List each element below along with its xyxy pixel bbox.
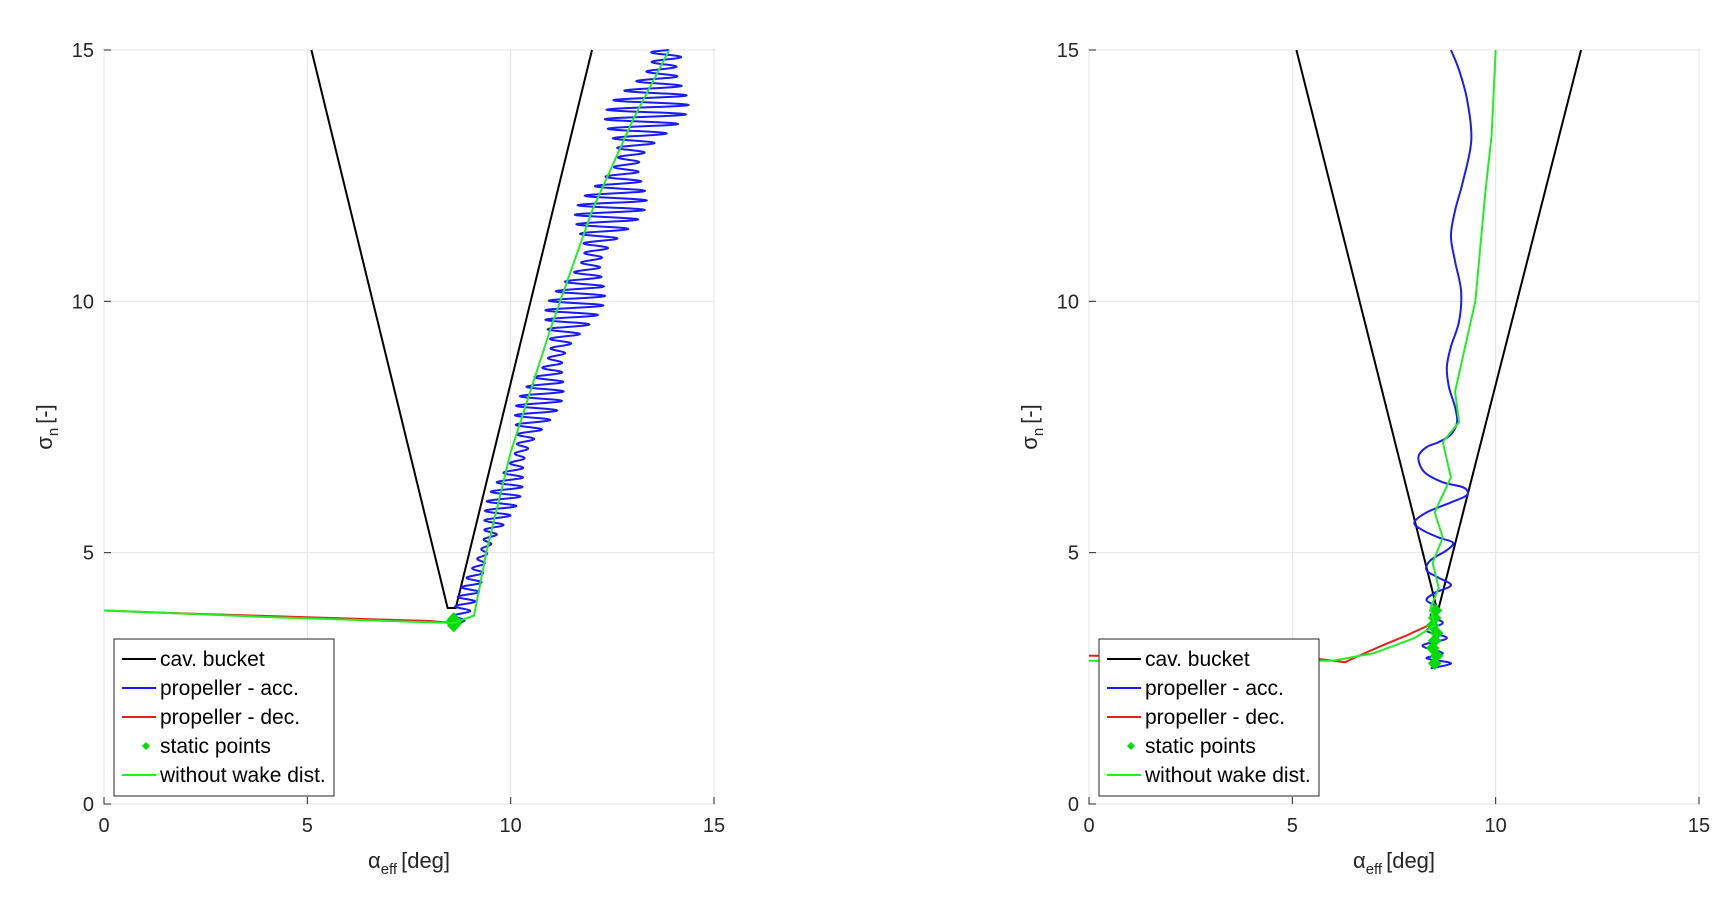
right-y-tick-label: 10 [1057,291,1079,313]
right-x-tick-label: 5 [1287,815,1298,837]
left-x-axis-label: αeff [deg] [368,848,450,878]
right-legend-label: propeller - dec. [1145,706,1285,729]
left-x-tick-label: 5 [302,815,313,837]
left-ticks: 0 5 10 15 0 5 10 15 [72,40,725,837]
left-x-tick-label: 10 [500,815,522,837]
right-legend: cav. bucket propeller - acc. propeller - d… [1098,638,1320,797]
right-grid [1088,49,1700,805]
right-series-without-wake-dist [1089,49,1497,662]
left-legend-label: propeller - acc. [160,677,299,700]
right-static-point [1427,656,1442,670]
left-x-tick-label: 15 [703,815,725,837]
left-legend-label: static points [160,735,271,758]
right-legend-label: propeller - acc. [1145,677,1284,700]
right-x-tick-label: 0 [1083,815,1094,837]
left-chart-panel: 0 5 10 15 0 5 10 15 αeff [deg] σn[-] cav. bucket… [32,40,725,878]
right-legend-marker [1127,742,1135,750]
right-y-axis-label: σn[-] [1017,404,1047,449]
left-series-layer [103,49,690,633]
right-ticks: 0 5 10 15 0 5 10 15 [1057,40,1710,837]
left-y-tick-label: 0 [83,794,94,816]
left-series-without-wake-dist [103,49,671,625]
left-y-axis-label: σn[-] [32,404,62,449]
right-legend-label: static points [1145,735,1256,758]
right-static-point [1427,633,1442,648]
left-y-tick-label: 15 [72,40,94,62]
right-y-tick-label: 5 [1068,543,1079,565]
left-y-tick-label: 5 [83,543,94,565]
right-chart-panel: 0 5 10 15 0 5 10 15 αeff [deg] σn[-] cav. bucket… [1017,40,1710,878]
right-y-tick-label: 15 [1057,40,1079,62]
left-legend-label: without wake dist. [159,764,326,787]
left-legend: cav. bucket propeller - acc. propeller - d… [113,638,335,797]
right-x-tick-label: 15 [1688,815,1710,837]
right-legend-label: cav. bucket [1145,648,1250,671]
right-y-tick-label: 0 [1068,794,1079,816]
left-x-tick-label: 0 [98,815,109,837]
left-series-cav-bucket [310,49,593,609]
left-legend-marker [142,742,150,750]
right-legend-label: without wake dist. [1144,764,1311,787]
left-legend-label: propeller - dec. [160,706,300,729]
right-x-tick-label: 10 [1485,815,1507,837]
right-x-axis-label: αeff [deg] [1353,848,1435,878]
left-y-tick-label: 10 [72,291,94,313]
left-legend-label: cav. bucket [160,648,265,671]
